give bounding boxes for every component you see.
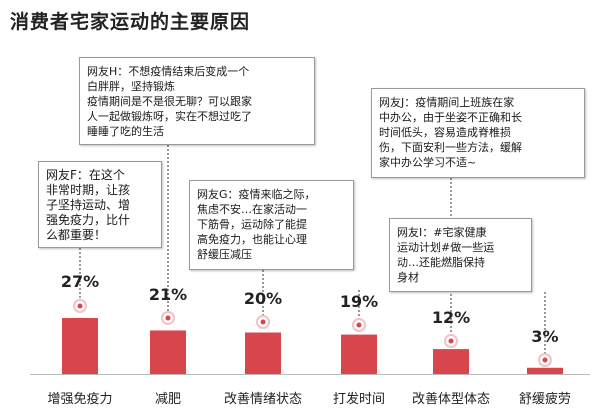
- bubble-j-line: 家中办公学习不适~: [379, 156, 477, 169]
- bubble-i-line: 网友I：#宅家健康: [397, 226, 487, 239]
- value-dot: [260, 319, 266, 325]
- bubble-j-line: 网友J：疫情期间上班族在家: [379, 96, 515, 109]
- bubble-g-line: 下筋骨，运动除了能提: [197, 218, 307, 231]
- value-label: 21%: [149, 285, 187, 304]
- bar: [245, 332, 281, 374]
- bubble-g-line: 高免疫力，也能让心理: [197, 233, 307, 246]
- value-label: 12%: [432, 308, 470, 327]
- value-label: 19%: [340, 292, 378, 311]
- bubble-i-line: 运动计划#做一些运: [397, 241, 495, 254]
- category-label: 改善体型体态: [412, 391, 490, 407]
- bubble-g-line: 舒缓压减压: [197, 248, 252, 261]
- bubble-h-line: 人一起做锻炼呀，实在不想过吃了: [87, 110, 252, 123]
- bubble-g-line: 焦虑不安…在家活动一: [197, 203, 307, 216]
- bubble-h-line: 白胖胖，坚持锻炼: [87, 80, 175, 93]
- bubble-f-line: 么都重要！: [46, 228, 107, 242]
- bubble-h-line: 疫情期间是不是很无聊？可以跟家: [87, 95, 252, 108]
- comment-bubble-f: 网友F：在这个 非常时期，让孩 子坚持运动、增 强免疫力，比什 么都重要！: [38, 161, 162, 248]
- comment-bubble-g: 网友G：疫情来临之际， 焦虑不安…在家活动一 下筋骨，运动除了能提 高免疫力，也…: [189, 180, 354, 270]
- value-label: 3%: [531, 327, 558, 346]
- comment-bubble-i: 网友I：#宅家健康 运动计划#做一些运 动…还能燃脂保持 身材: [389, 218, 532, 292]
- bubble-g-line: 网友G：疫情来临之际，: [197, 188, 316, 201]
- category-label: 舒缓疲劳: [519, 391, 571, 407]
- bubble-i-line: 身材: [397, 271, 419, 284]
- bubble-h-line: 网友H：不想疫情结束后变成一个: [87, 65, 250, 78]
- comment-bubble-j: 网友J：疫情期间上班族在家 中办公，由于坐姿不正确和长 时间低头，容易造成脊椎损…: [371, 88, 585, 178]
- value-label: 20%: [244, 289, 282, 308]
- bar: [527, 367, 563, 374]
- bar: [150, 330, 186, 374]
- bubble-h-line: 睡睡了吃的生活: [87, 125, 164, 138]
- chart-title: 消费者宅家运动的主要原因: [10, 11, 251, 33]
- bar: [433, 349, 469, 374]
- bar: [341, 334, 377, 374]
- category-label: 增强免疫力: [47, 391, 112, 407]
- bubble-i-line: 动…还能燃脂保持: [397, 256, 485, 269]
- value-dot: [77, 303, 83, 309]
- bubble-j-line: 中办公，由于坐姿不正确和长: [379, 111, 522, 124]
- value-label: 27%: [61, 272, 99, 291]
- value-dot: [448, 338, 454, 344]
- bubble-f-line: 网友F：在这个: [46, 168, 125, 182]
- value-dot: [356, 322, 362, 328]
- comment-bubble-h: 网友H：不想疫情结束后变成一个 白胖胖，坚持锻炼 疫情期间是不是很无聊？可以跟家…: [79, 57, 315, 145]
- bubble-j-line: 伤，下面安利一些方法，缓解: [379, 141, 522, 154]
- bubble-f-line: 子坚持运动、增: [46, 198, 131, 212]
- value-dot: [165, 315, 171, 321]
- category-label: 打发时间: [333, 391, 385, 407]
- bubble-f-line: 非常时期，让孩: [46, 183, 131, 197]
- bubble-j-line: 时间低头，容易造成脊椎损: [379, 126, 511, 139]
- bar: [62, 318, 98, 374]
- category-label: 减肥: [155, 392, 181, 407]
- value-dot: [542, 357, 548, 363]
- category-label: 改善情绪状态: [224, 391, 302, 407]
- bubble-f-line: 强免疫力，比什: [46, 213, 131, 227]
